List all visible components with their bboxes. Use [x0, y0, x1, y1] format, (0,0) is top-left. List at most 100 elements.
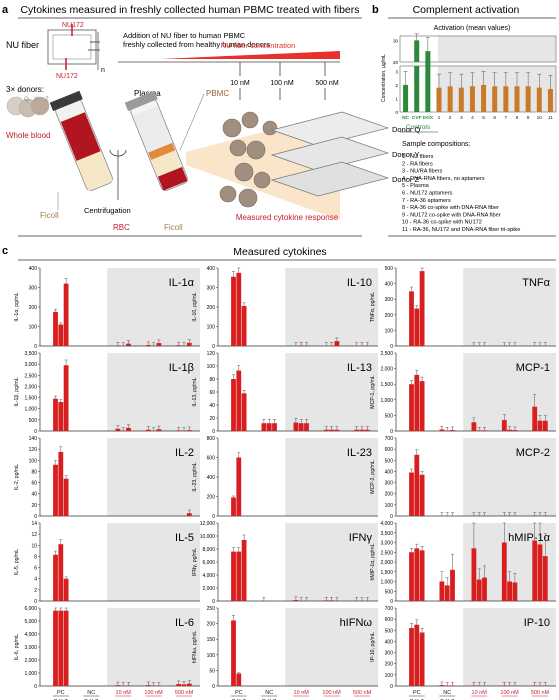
complement-bar	[503, 86, 509, 112]
y-tick-label: 1,000	[380, 580, 393, 586]
cytokine-bar	[261, 423, 267, 431]
cytokine-bar	[126, 427, 131, 431]
concentration-label-a: NU fiber concentration	[221, 41, 296, 50]
y-tick-label: 3,000	[380, 541, 393, 547]
cytokine-chart: 0 20 40 60 80 100 120 IL-13, pg/mL IL-13	[192, 351, 378, 435]
y-tick-label: 400	[207, 475, 216, 481]
complement-xtick: 9	[527, 115, 530, 121]
cytokine-bar	[537, 420, 543, 431]
cytokine-bar	[444, 585, 450, 601]
complement-ylabel: Concentration, µg/mL	[381, 54, 387, 102]
cytokine-bar	[414, 548, 420, 601]
cytokine-bar	[323, 600, 329, 601]
complement-ytick: 2	[395, 83, 398, 88]
y-tick-label: 1,500	[380, 382, 393, 388]
composition-item: 2 - RA fibers	[402, 161, 433, 167]
composition-item: 9 - NU172 co-spike with DNA-RNA fiber	[402, 212, 501, 218]
cytokine-bar	[471, 685, 477, 686]
y-tick-label: 8	[34, 554, 37, 560]
complement-bar	[514, 86, 520, 112]
y-axis-label: IL-10, pg/mL	[192, 292, 198, 321]
panel-a-letter: a	[2, 4, 9, 16]
cytokine-chart: 0 2,000 4,000 6,000 8,000 10,000 12,000 IFNγ, p…	[192, 521, 378, 605]
cytokine-bar	[241, 306, 247, 346]
cytokine-bar	[329, 429, 334, 431]
y-tick-label: 3,000	[24, 362, 37, 368]
conc-500nm-a: 500 nM	[315, 80, 339, 87]
y-axis-label: IL-6, pg/mL	[14, 634, 20, 660]
cytokine-bar	[359, 429, 365, 431]
y-tick-label: 200	[385, 662, 394, 668]
complement-bar	[447, 86, 453, 112]
y-tick-label: 0	[34, 684, 37, 690]
y-tick-label: 4,000	[24, 632, 37, 638]
y-tick-label: 0	[390, 344, 393, 350]
cytokine-bar	[419, 381, 425, 431]
cytokine-name: IL-13	[347, 362, 372, 374]
y-tick-label: 500	[385, 413, 394, 419]
y-tick-label: 12	[31, 532, 37, 538]
complement-ytick: 20	[393, 60, 399, 65]
y-axis-label: TNFα, pg/mL	[370, 292, 376, 322]
donor-q-letter: Q	[24, 97, 29, 103]
y-tick-label: 10	[31, 543, 37, 549]
cytokine-chart: 0 2 4 6 8 10 12 14 IL-5, pg/mL IL-5	[14, 521, 200, 605]
complement-ytick: 0	[395, 110, 398, 115]
cytokine-bar	[156, 429, 162, 431]
cytokine-bar	[293, 422, 299, 431]
cytokine-bar	[236, 370, 242, 431]
group-label: 500 nM	[353, 690, 372, 696]
cytokine-bar	[439, 685, 445, 686]
whole-blood-label: Whole blood	[6, 131, 50, 140]
cytokine-bar	[63, 610, 69, 686]
complement-xtick: 7	[505, 115, 508, 121]
y-tick-label: 40	[209, 403, 215, 409]
y-tick-label: 100	[207, 364, 216, 370]
cytokine-bar	[354, 429, 360, 431]
sample-shade	[107, 523, 200, 601]
complement-ytick: 3	[395, 69, 398, 74]
complement-bar	[547, 89, 553, 112]
cytokine-chart: 0 20 40 60 80 100 120 140 IL-2, pg/mL IL-2	[14, 436, 200, 520]
panel-c: c Measured cytokines 0100200300400IL-1α,…	[2, 245, 556, 700]
cytokine-bar	[53, 610, 58, 686]
y-tick-label: 600	[385, 617, 394, 623]
ficoll-left-label: Ficoll	[40, 211, 59, 220]
cytokine-bar	[63, 578, 69, 601]
y-tick-label: 3,500	[24, 351, 37, 357]
sample-shade	[463, 353, 556, 431]
cytokine-bar	[450, 685, 455, 686]
composition-item: 5 - Plasma	[402, 183, 430, 189]
complement-chart-title: Activation (mean values)	[434, 25, 511, 32]
cytokine-name: IL-10	[347, 277, 372, 289]
rbc-label: RBC	[113, 223, 130, 232]
cytokine-name: IP-10	[524, 617, 550, 629]
cytokine-bar	[236, 457, 242, 516]
composition-item: 7 - RA-36 aptamers	[402, 198, 451, 204]
conc-10nm-a: 10 nM	[230, 80, 250, 87]
cytokine-bar	[414, 454, 420, 516]
y-tick-label: 14	[31, 521, 37, 527]
y-tick-label: 0	[390, 599, 393, 605]
cytokine-bar	[181, 684, 187, 686]
cytokine-bar	[537, 544, 543, 601]
cytokine-bar	[471, 548, 477, 601]
cytokine-bar	[236, 673, 242, 686]
cytokine-chart: 0 500 1,000 1,500 2,000 2,500 3,000 3,500 4,000 h…	[370, 521, 556, 605]
plasma-label: Plasma	[134, 89, 161, 98]
cytokine-bar	[323, 429, 329, 431]
description-line-1: Addition of NU fiber to human PBMC	[123, 31, 246, 40]
complement-bar	[414, 66, 420, 112]
cytokine-name: hIFNω	[340, 617, 373, 629]
cytokine-bar	[298, 345, 304, 346]
cytokine-bar	[476, 430, 482, 431]
y-tick-label: 40	[31, 492, 37, 498]
y-tick-label: 200	[29, 305, 38, 311]
cytokine-bar	[409, 384, 414, 431]
donor-y-letter: Y	[34, 97, 38, 103]
controls-label: Controls	[406, 124, 431, 131]
y-tick-label: 200	[385, 492, 394, 498]
cytokine-bar	[409, 291, 414, 346]
cytokine-bar	[231, 276, 236, 346]
